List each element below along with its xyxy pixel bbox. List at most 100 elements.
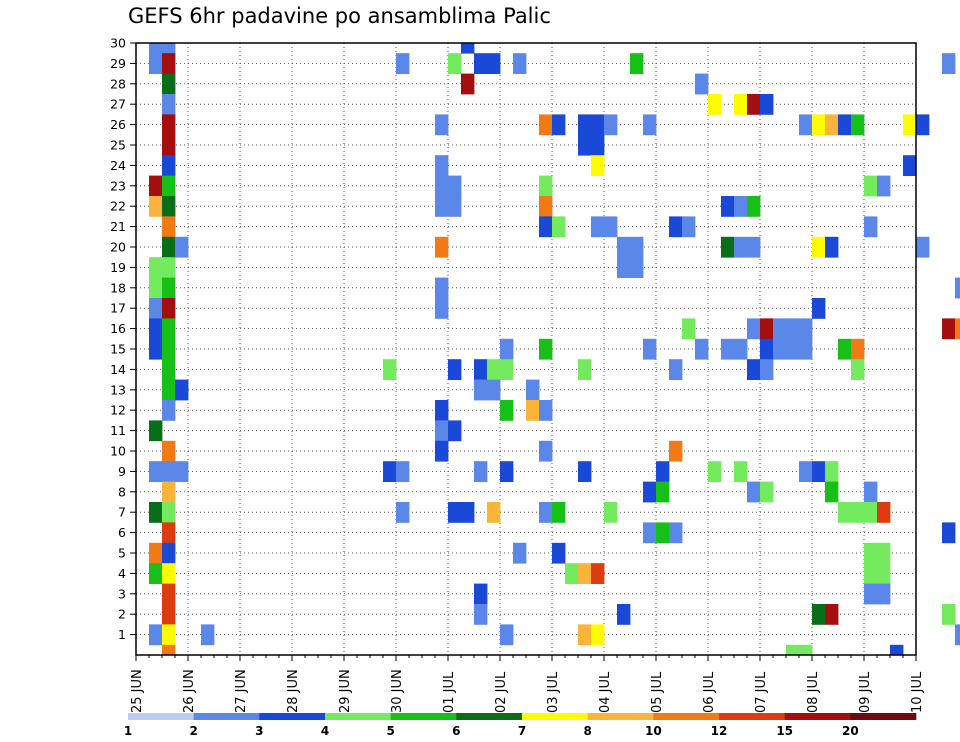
precip-cell bbox=[825, 461, 839, 482]
y-tick: 10 bbox=[110, 444, 136, 459]
precip-cell bbox=[149, 624, 163, 646]
y-axis-ticks: 1234567891011121314151617181920212223242… bbox=[110, 36, 136, 642]
precip-cell bbox=[149, 502, 163, 523]
y-tick-label: 22 bbox=[110, 199, 126, 214]
precip-cell bbox=[903, 114, 917, 136]
precip-cell bbox=[487, 502, 501, 523]
y-tick: 6 bbox=[118, 525, 136, 540]
precip-cell bbox=[760, 318, 774, 340]
precip-cell bbox=[474, 583, 488, 605]
precip-cell bbox=[643, 522, 657, 544]
precip-cell bbox=[162, 196, 176, 217]
precip-cell bbox=[162, 461, 176, 482]
precip-cell bbox=[786, 644, 800, 656]
colorbar-segment bbox=[719, 713, 785, 720]
precip-cell bbox=[669, 216, 683, 238]
precip-cell bbox=[591, 563, 605, 584]
precip-cell bbox=[877, 563, 891, 584]
y-tick: 15 bbox=[110, 342, 136, 357]
precip-cell bbox=[591, 624, 605, 646]
precip-cell bbox=[864, 542, 878, 564]
precip-cell bbox=[617, 604, 631, 625]
colorbar-segment bbox=[456, 713, 523, 720]
precip-cell bbox=[162, 542, 176, 564]
precip-cell bbox=[162, 134, 176, 156]
precip-cell bbox=[591, 134, 605, 156]
precip-cell bbox=[760, 359, 774, 380]
y-tick-label: 20 bbox=[110, 240, 126, 255]
x-tick-label: 29 JUN bbox=[338, 669, 353, 713]
x-tick: 25 JUN bbox=[130, 655, 176, 713]
precip-cell bbox=[864, 502, 878, 523]
precip-cell bbox=[799, 644, 813, 656]
precip-cell bbox=[877, 502, 891, 523]
colorbar-label: 12 bbox=[711, 724, 728, 738]
x-tick: 28 JUN bbox=[286, 655, 332, 713]
precip-cell bbox=[578, 461, 592, 482]
precip-cell bbox=[448, 53, 462, 74]
precip-cell bbox=[721, 196, 735, 217]
y-tick-label: 18 bbox=[110, 280, 126, 295]
x-tick-label: 07 JUL bbox=[754, 671, 769, 713]
y-tick: 21 bbox=[110, 219, 136, 234]
precip-cell bbox=[812, 236, 826, 258]
y-tick: 27 bbox=[110, 97, 136, 112]
precip-cell bbox=[539, 502, 553, 523]
precip-cell bbox=[552, 216, 566, 238]
colorbar-segment bbox=[587, 713, 654, 720]
precip-cell bbox=[162, 604, 176, 625]
precip-cell bbox=[149, 175, 163, 197]
precip-cell bbox=[591, 216, 605, 238]
precip-cell bbox=[435, 420, 449, 442]
precip-cell bbox=[383, 461, 397, 482]
y-tick-label: 28 bbox=[110, 76, 126, 91]
y-tick: 20 bbox=[110, 240, 136, 255]
precip-cell bbox=[747, 359, 761, 380]
precip-cell bbox=[799, 318, 813, 340]
x-tick: 29 JUN bbox=[338, 655, 384, 713]
precip-cell bbox=[448, 175, 462, 197]
precip-cell bbox=[734, 94, 748, 115]
colorbar-segment bbox=[325, 713, 391, 720]
colorbar-segment bbox=[784, 713, 851, 720]
y-tick: 4 bbox=[118, 566, 136, 581]
precip-cell bbox=[578, 563, 592, 584]
precip-cell bbox=[435, 196, 449, 217]
y-tick-label: 30 bbox=[110, 36, 126, 51]
y-tick-label: 9 bbox=[118, 464, 126, 479]
y-tick-label: 7 bbox=[118, 505, 126, 520]
precip-cell bbox=[162, 43, 176, 54]
precip-cell bbox=[162, 277, 176, 299]
x-tick: 30 JUN bbox=[390, 655, 436, 713]
precip-cell bbox=[825, 481, 839, 503]
y-tick-label: 5 bbox=[118, 546, 126, 561]
precip-cell bbox=[682, 216, 696, 238]
precip-cell bbox=[851, 114, 865, 136]
y-tick: 7 bbox=[118, 505, 136, 520]
precip-cell bbox=[552, 114, 566, 136]
precip-cell bbox=[396, 461, 410, 482]
precip-cell bbox=[149, 461, 163, 482]
precip-cell bbox=[162, 216, 176, 238]
y-tick-label: 27 bbox=[110, 97, 126, 112]
precip-cell bbox=[812, 604, 826, 625]
precip-cell bbox=[162, 440, 176, 462]
precip-cell bbox=[864, 216, 878, 238]
precip-cell bbox=[162, 644, 176, 656]
precip-cell bbox=[461, 73, 475, 95]
y-tick-label: 10 bbox=[110, 444, 126, 459]
precip-cell bbox=[149, 43, 163, 54]
x-tick-label: 02 JUL bbox=[494, 671, 509, 713]
x-tick: 10 JUL bbox=[910, 655, 925, 713]
precip-cell bbox=[162, 257, 176, 278]
precip-cell bbox=[448, 420, 462, 442]
x-tick-label: 26 JUN bbox=[182, 669, 197, 713]
colorbar-segment bbox=[259, 713, 326, 720]
precip-cell bbox=[526, 379, 540, 401]
y-tick: 5 bbox=[118, 546, 136, 561]
y-tick-label: 29 bbox=[110, 56, 126, 71]
precip-cell bbox=[474, 379, 488, 401]
precip-cell bbox=[513, 542, 527, 564]
precip-cell bbox=[500, 359, 514, 380]
precip-cell bbox=[539, 338, 553, 360]
